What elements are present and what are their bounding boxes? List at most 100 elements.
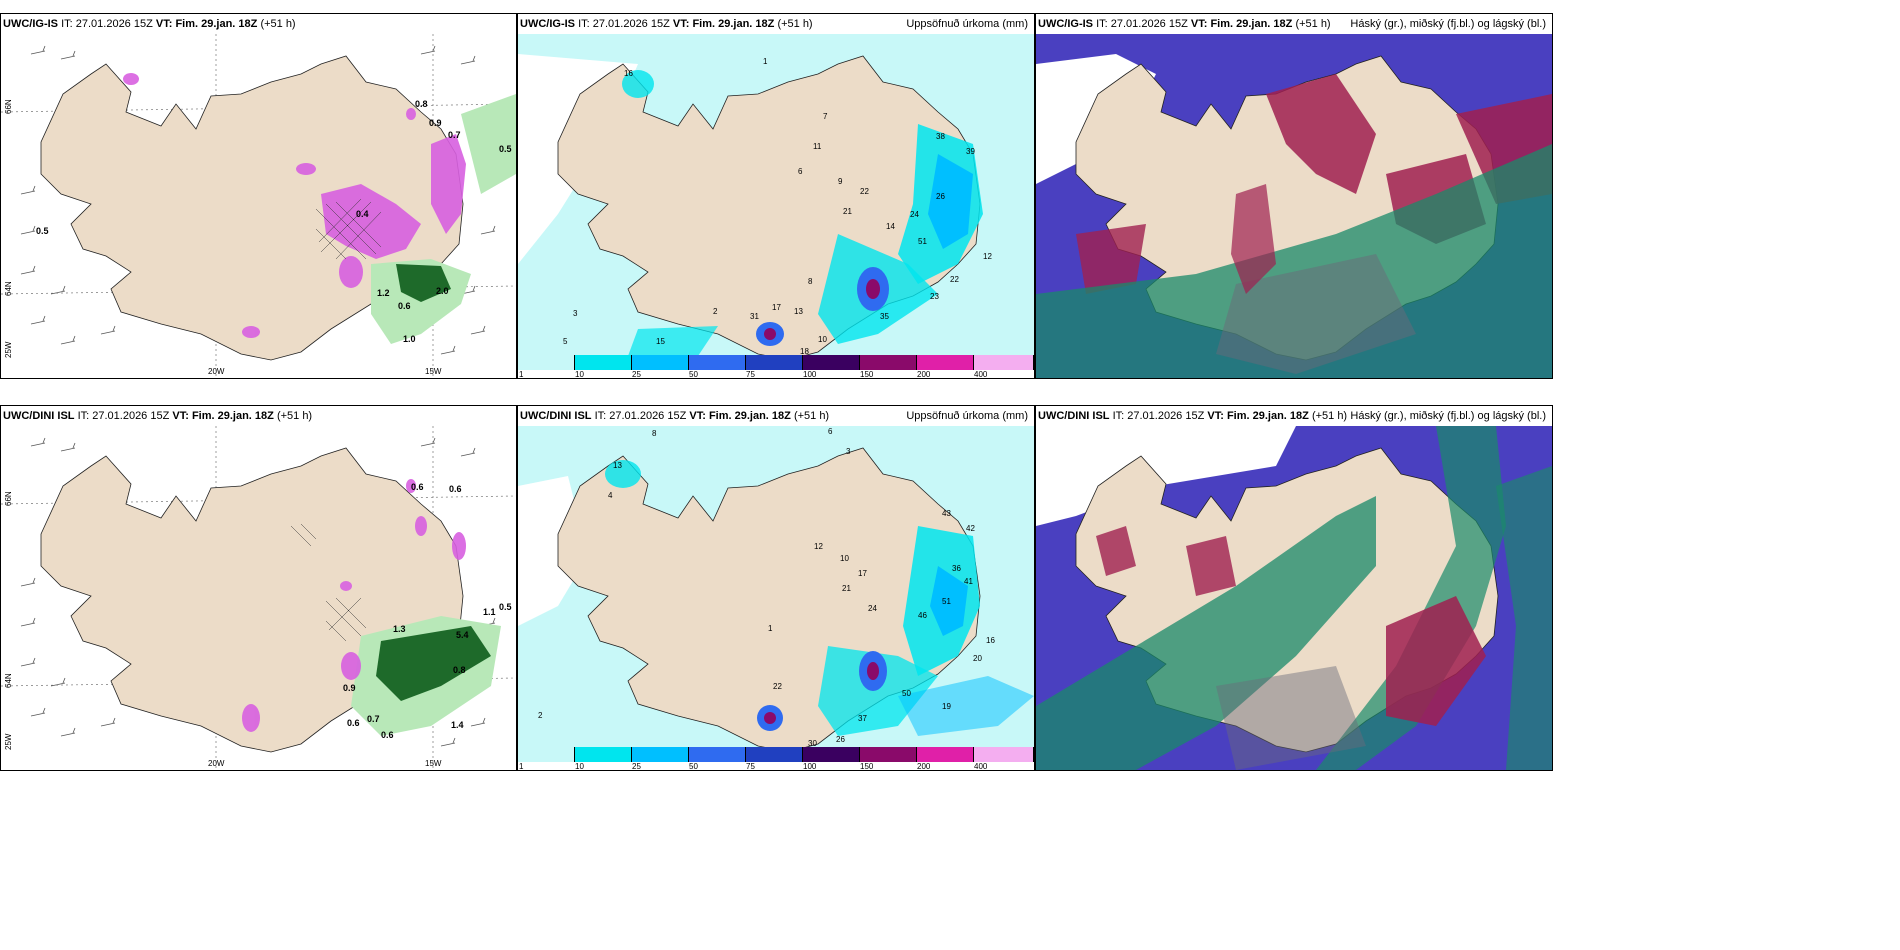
panel-header: UWC/DINI ISL IT: 27.01.2026 15Z VT: Fim.… bbox=[1036, 406, 1552, 426]
svg-text:0.5: 0.5 bbox=[499, 144, 512, 154]
valid-time: Fim. 29.jan. 18Z bbox=[1210, 18, 1293, 30]
precip-shading bbox=[622, 70, 983, 356]
init-time: 27.01.2026 15Z bbox=[75, 18, 153, 30]
svg-text:0.5: 0.5 bbox=[499, 602, 512, 612]
cbar-swatch bbox=[518, 355, 575, 370]
cbar-label: 1 bbox=[519, 762, 524, 771]
cbar-swatch bbox=[689, 355, 746, 370]
wind-barbs bbox=[20, 437, 496, 747]
cbar-swatch bbox=[917, 747, 974, 762]
precip-values: 0.6 0.6 0.5 1.1 5.4 0.8 0.9 0.6 0.7 0.6 … bbox=[343, 482, 512, 740]
hatched-area bbox=[315, 198, 382, 260]
precip-numbers: 1 3 2 5 8 7 6 9 11 21 22 14 24 26 38 39 … bbox=[563, 57, 992, 356]
lon-label-15w: 15W bbox=[425, 759, 442, 768]
svg-text:42: 42 bbox=[966, 524, 975, 533]
lon-label-25w: 25W bbox=[4, 733, 13, 750]
valid-time: Fim. 29.jan. 18Z bbox=[1226, 410, 1309, 422]
svg-text:3: 3 bbox=[573, 309, 578, 318]
lon-label-15w: 15W bbox=[425, 367, 442, 376]
svg-text:4: 4 bbox=[608, 491, 613, 500]
svg-text:2.0: 2.0 bbox=[436, 286, 449, 296]
svg-text:18: 18 bbox=[800, 347, 809, 356]
svg-text:22: 22 bbox=[950, 275, 959, 284]
lead-time: (+51 h) bbox=[1295, 18, 1331, 30]
svg-text:13: 13 bbox=[794, 307, 803, 316]
cbar-label: 50 bbox=[689, 370, 698, 379]
rain-areas bbox=[351, 616, 501, 736]
svg-text:23: 23 bbox=[930, 292, 939, 301]
model-name: UWC/IG-IS bbox=[1038, 18, 1093, 30]
cbar-label: 1 bbox=[519, 370, 524, 379]
init-time: 27.01.2026 15Z bbox=[609, 410, 687, 422]
svg-text:26: 26 bbox=[936, 192, 945, 201]
svg-text:5: 5 bbox=[563, 337, 568, 346]
svg-text:20: 20 bbox=[973, 654, 982, 663]
cbar-label: 25 bbox=[632, 370, 641, 379]
svg-text:43: 43 bbox=[942, 509, 951, 518]
svg-text:0.8: 0.8 bbox=[415, 99, 428, 109]
svg-text:21: 21 bbox=[842, 584, 851, 593]
panel-dini-clouds: UWC/DINI ISL IT: 27.01.2026 15Z VT: Fim.… bbox=[1035, 405, 1553, 771]
it-label: IT: bbox=[77, 410, 90, 422]
valid-time: Fim. 29.jan. 18Z bbox=[692, 18, 775, 30]
cbar-label: 10 bbox=[575, 762, 584, 771]
svg-text:50: 50 bbox=[902, 689, 911, 698]
panel-header: UWC/IG-IS IT: 27.01.2026 15Z VT: Fim. 29… bbox=[1036, 14, 1552, 34]
valid-time: Fim. 29.jan. 18Z bbox=[175, 18, 258, 30]
cbar-label: 75 bbox=[746, 370, 755, 379]
svg-text:0.4: 0.4 bbox=[356, 209, 369, 219]
svg-text:5.4: 5.4 bbox=[456, 630, 469, 640]
svg-text:0.8: 0.8 bbox=[453, 665, 466, 675]
svg-text:8: 8 bbox=[652, 429, 657, 438]
panel-header: UWC/IG-IS IT: 27.01.2026 15Z VT: Fim. 29… bbox=[1, 14, 516, 34]
vt-label: VT: bbox=[1190, 18, 1208, 30]
panel-header: UWC/IG-IS IT: 27.01.2026 15Z VT: Fim. 29… bbox=[518, 14, 1034, 34]
cbar-label: 400 bbox=[974, 762, 988, 771]
panel-subtitle: Háský (gr.), miðský (fj.bl.) og lágský (… bbox=[1350, 410, 1546, 422]
cloud-layers bbox=[1036, 74, 1552, 378]
svg-text:21: 21 bbox=[843, 207, 852, 216]
svg-text:36: 36 bbox=[952, 564, 961, 573]
vt-label: VT: bbox=[172, 410, 189, 422]
precip-numbers: 8 6 3 1 2 4 10 12 13 17 21 24 36 42 43 5… bbox=[538, 427, 995, 748]
svg-text:38: 38 bbox=[936, 132, 945, 141]
svg-text:51: 51 bbox=[942, 597, 951, 606]
svg-text:12: 12 bbox=[983, 252, 992, 261]
cbar-swatch bbox=[746, 747, 803, 762]
vt-label: VT: bbox=[689, 410, 706, 422]
svg-text:0.5: 0.5 bbox=[36, 226, 49, 236]
cbar-label: 150 bbox=[860, 762, 874, 771]
precip-colorbar: 1 10 25 50 75 100 150 200 400 bbox=[518, 355, 1034, 379]
cbar-label: 75 bbox=[746, 762, 755, 771]
vt-label: VT: bbox=[155, 18, 173, 30]
svg-text:0.9: 0.9 bbox=[343, 683, 356, 693]
svg-text:15: 15 bbox=[656, 337, 665, 346]
svg-text:11: 11 bbox=[813, 142, 822, 151]
svg-text:51: 51 bbox=[918, 237, 927, 246]
lon-label-20w: 20W bbox=[208, 367, 225, 376]
svg-text:7: 7 bbox=[823, 112, 828, 121]
svg-text:1.4: 1.4 bbox=[451, 720, 464, 730]
svg-text:0.6: 0.6 bbox=[347, 718, 360, 728]
vt-label: VT: bbox=[672, 18, 690, 30]
panel-subtitle: Uppsöfnuð úrkoma (mm) bbox=[906, 410, 1028, 422]
svg-text:0.9: 0.9 bbox=[429, 118, 442, 128]
map-clouds bbox=[1036, 426, 1552, 770]
model-name: UWC/DINI ISL bbox=[520, 410, 592, 422]
svg-text:13: 13 bbox=[613, 461, 622, 470]
cbar-label: 10 bbox=[575, 370, 584, 379]
panel-header: UWC/DINI ISL IT: 27.01.2026 15Z VT: Fim.… bbox=[518, 406, 1034, 426]
hatched-area bbox=[290, 523, 367, 642]
svg-text:17: 17 bbox=[772, 303, 781, 312]
cbar-swatch bbox=[632, 747, 689, 762]
lat-label-64n: 64N bbox=[4, 281, 13, 296]
panel-dini-precip: UWC/DINI ISL IT: 27.01.2026 15Z VT: Fim.… bbox=[517, 405, 1035, 771]
svg-text:16: 16 bbox=[986, 636, 995, 645]
cbar-swatch bbox=[518, 747, 575, 762]
svg-text:10: 10 bbox=[840, 554, 849, 563]
svg-text:10: 10 bbox=[818, 335, 827, 344]
svg-text:0.7: 0.7 bbox=[448, 130, 461, 140]
svg-text:12: 12 bbox=[814, 542, 823, 551]
panel-header: UWC/DINI ISL IT: 27.01.2026 15Z VT: Fim.… bbox=[1, 406, 516, 426]
map-clouds bbox=[1036, 34, 1552, 378]
